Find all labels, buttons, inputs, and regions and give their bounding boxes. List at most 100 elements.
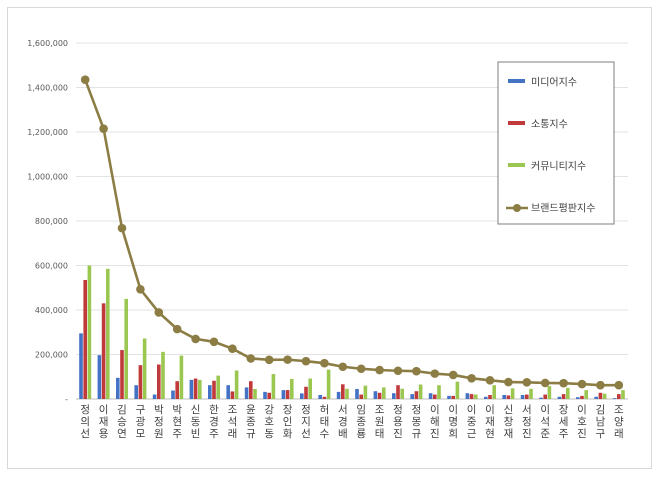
line-point xyxy=(614,380,624,390)
line-point xyxy=(375,365,384,375)
bar xyxy=(455,381,460,399)
bar xyxy=(484,396,488,399)
bar xyxy=(79,333,83,399)
bar xyxy=(465,393,470,399)
bar xyxy=(138,365,143,399)
bar xyxy=(492,385,496,399)
bar xyxy=(308,378,312,399)
line-point xyxy=(301,356,311,366)
bar xyxy=(290,378,294,399)
bar xyxy=(285,390,290,399)
bar xyxy=(451,395,455,399)
legend-marker xyxy=(513,204,521,212)
bar xyxy=(142,338,147,399)
bar xyxy=(488,394,492,399)
bar xyxy=(543,394,547,399)
bar xyxy=(576,397,580,399)
bar xyxy=(87,265,92,399)
y-tick-label: 1,400,000 xyxy=(27,84,68,93)
line-point xyxy=(596,380,605,390)
y-tick-label: 200,000 xyxy=(35,351,68,360)
bar xyxy=(469,394,474,399)
line-point xyxy=(412,366,421,376)
bar xyxy=(300,393,304,399)
bar xyxy=(198,379,202,399)
bar xyxy=(525,394,529,399)
bar xyxy=(437,385,441,399)
bar xyxy=(226,385,230,399)
line-point xyxy=(522,378,532,387)
legend-box xyxy=(497,61,615,225)
line-point xyxy=(485,376,495,385)
line-point xyxy=(467,374,476,383)
bar xyxy=(216,375,220,399)
bar xyxy=(189,379,194,399)
line-point xyxy=(540,378,550,388)
bar xyxy=(474,394,478,399)
y-tick-label: 1,000,000 xyxy=(27,173,68,182)
line-point xyxy=(209,337,219,347)
bar xyxy=(612,398,617,399)
bar xyxy=(97,355,102,399)
bar xyxy=(418,384,423,399)
bar xyxy=(566,387,570,399)
legend-label: 브랜드평판지수 xyxy=(531,203,595,215)
bar xyxy=(502,394,506,399)
bar xyxy=(152,394,157,399)
line-point xyxy=(99,124,108,133)
bar xyxy=(253,388,257,399)
bar xyxy=(336,391,341,399)
bar xyxy=(602,393,607,399)
line-point xyxy=(356,364,366,374)
line-point xyxy=(320,358,329,368)
line-point xyxy=(172,324,182,334)
bar xyxy=(101,303,106,399)
line-point xyxy=(338,362,348,372)
bar xyxy=(396,385,400,399)
bar xyxy=(120,350,124,399)
legend-label: 미디어지수 xyxy=(531,77,577,89)
bar xyxy=(580,395,584,399)
legend-label: 커뮤니티지수 xyxy=(531,161,586,173)
bar xyxy=(326,369,331,399)
bar xyxy=(382,387,386,399)
bar xyxy=(171,390,175,399)
bar xyxy=(281,390,286,399)
bar xyxy=(134,385,138,399)
line-point xyxy=(228,344,237,354)
line-point xyxy=(283,355,292,364)
bar xyxy=(359,394,363,399)
line-point xyxy=(117,223,127,233)
bar xyxy=(161,351,165,399)
bar xyxy=(212,380,216,399)
bar xyxy=(506,395,511,399)
y-tick-label: - xyxy=(65,395,68,404)
bar xyxy=(539,397,543,399)
line-point xyxy=(504,377,513,387)
bar xyxy=(621,390,625,399)
bar xyxy=(433,394,437,399)
y-tick-label: 400,000 xyxy=(35,306,68,315)
bar xyxy=(377,392,382,399)
